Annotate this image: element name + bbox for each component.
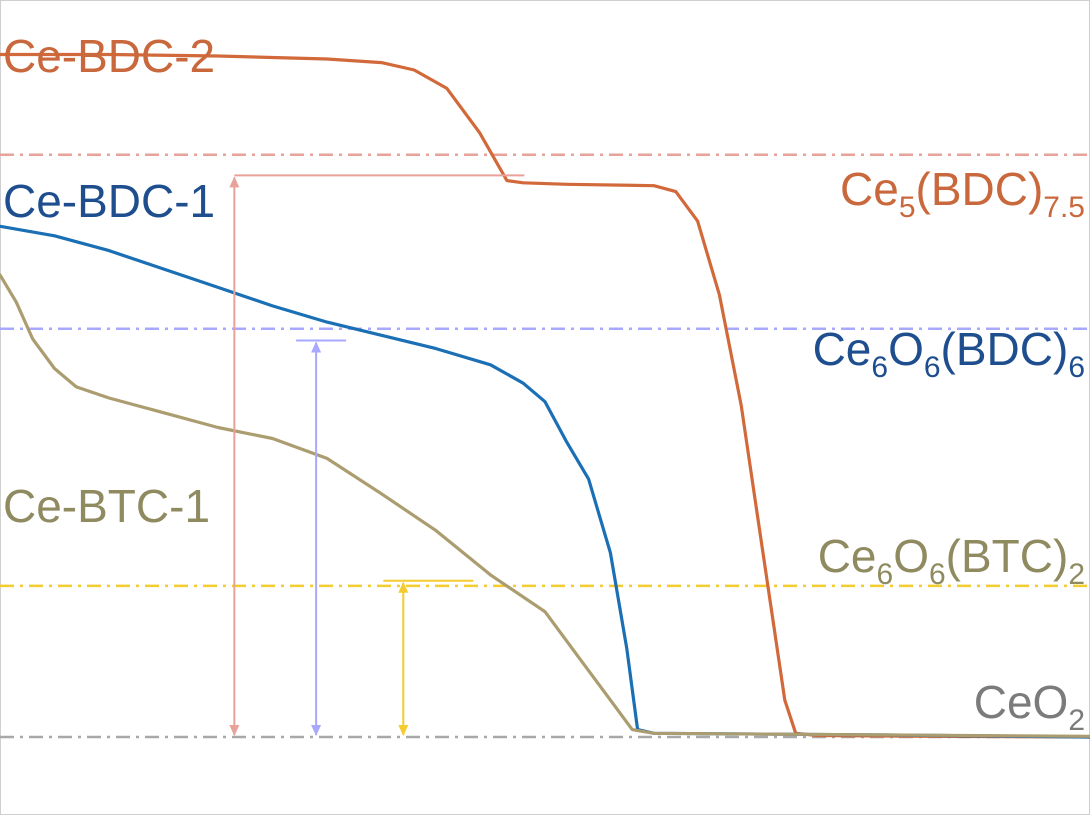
reference-label-ce6o6(btc)2: Ce6O6(BTC)2	[818, 530, 1085, 591]
series-label-ce-btc-1: Ce-BTC-1	[3, 480, 210, 532]
series-label-ce-bdc-2: Ce-BDC-2	[3, 30, 215, 82]
reference-label-ceo2: CeO2	[974, 676, 1085, 737]
reference-label-ce6o6(bdc)6: Ce6O6(BDC)6	[813, 323, 1085, 384]
annotation-arrowhead-top-1	[229, 176, 240, 188]
series-line-ce-btc-1	[0, 273, 1090, 738]
annotation-arrowhead-bottom-2	[311, 725, 322, 736]
annotation-arrowhead-top-2	[311, 341, 322, 353]
series-line-ce-bdc-2	[0, 52, 1090, 739]
annotation-arrowhead-bottom-1	[229, 725, 240, 736]
series-line-ce-bdc-1	[0, 224, 1090, 739]
annotation-arrowhead-bottom-3	[398, 725, 409, 736]
reference-label-ce5(bdc)7.5: Ce5(BDC)7.5	[840, 163, 1085, 224]
annotation-arrowhead-top-3	[398, 581, 409, 593]
series-label-ce-bdc-1: Ce-BDC-1	[3, 175, 215, 227]
